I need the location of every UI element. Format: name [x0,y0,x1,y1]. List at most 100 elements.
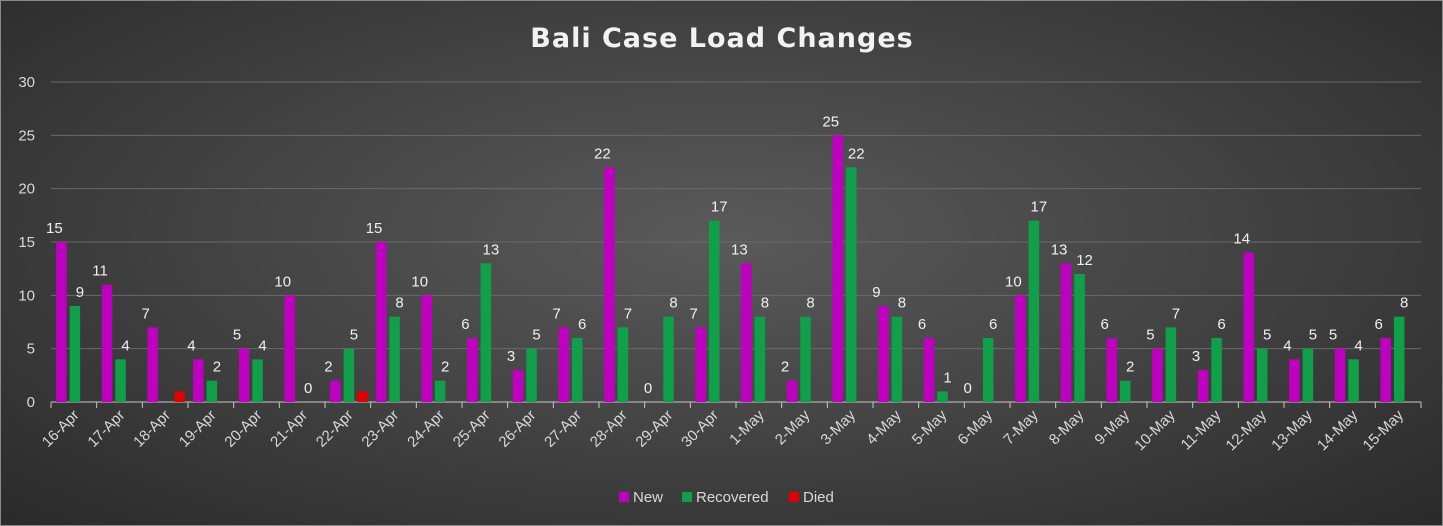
data-label: 6 [1217,316,1225,333]
y-tick-label: 25 [18,127,35,144]
bar-recovered [845,167,857,402]
bar-new [421,295,432,402]
x-tick-label: 14-May [1314,406,1362,454]
bar-new [1106,338,1117,402]
data-label: 0 [304,380,312,397]
x-tick-label: 28-Apr [587,407,631,451]
bar-new [1289,359,1300,402]
data-label: 5 [350,327,358,344]
y-tick-label: 15 [18,234,35,251]
data-label: 6 [578,316,586,333]
data-label: 9 [872,284,880,301]
data-label: 5 [1263,327,1271,344]
x-tick-label: 11-May [1178,406,1225,453]
data-label: 4 [258,337,266,354]
data-label: 10 [274,273,291,290]
bar-new [832,135,843,403]
bar-new [558,327,569,402]
data-label: 10 [411,273,428,290]
bar-new [1380,338,1391,402]
bar-new [101,284,113,402]
bar-recovered [571,338,583,402]
x-tick-label: 30-Apr [678,407,722,451]
data-label: 12 [1076,252,1093,269]
data-label: 8 [669,295,677,312]
data-label: 7 [553,305,561,322]
x-tick-label: 12-May [1223,406,1271,454]
x-tick-label: 16-Apr [39,407,83,451]
x-tick-label: 2-May [772,406,814,448]
legend-swatch-died [789,492,799,502]
data-label: 2 [441,359,449,376]
bar-recovered [1119,380,1131,402]
data-label: 5 [1146,327,1154,344]
bar-recovered [1165,327,1177,402]
bar-recovered [480,263,492,402]
x-tick-label: 20-Apr [221,407,265,451]
x-tick-label: 10-May [1131,406,1179,454]
bar-recovered [206,380,218,402]
bar-new [1060,263,1072,402]
bar-recovered [617,327,629,402]
legend-label-recovered: Recovered [696,489,769,506]
x-tick-label: 15-May [1360,406,1408,454]
bar-new [923,338,935,402]
bar-recovered [434,380,446,402]
bar-new [512,370,524,402]
bar-new [1015,295,1026,402]
bar-new [1197,370,1209,402]
y-tick-label: 10 [18,287,35,304]
x-axis-ticks: 16-Apr 17-Apr 18-Apr 19-Apr 20-Apr 21-Apr 22-A… [39,406,1408,454]
x-tick-label: 21-Apr [267,407,311,451]
data-label: 13 [731,241,748,258]
legend: New Recovered Died [619,489,834,506]
x-tick-label: 27-Apr [541,407,585,451]
bar-new [330,380,341,402]
data-label: 3 [1192,348,1200,365]
bar-recovered [252,359,263,402]
data-label: 2 [324,359,332,376]
bar-recovered [754,316,766,402]
bar-recovered [115,359,126,402]
bar-recovered [1074,274,1085,402]
bar-recovered [663,316,674,402]
bars [56,135,1405,403]
data-label: 0 [644,380,652,397]
bar-recovered [708,220,720,402]
legend-swatch-recovered [682,492,692,502]
data-label: 6 [461,316,469,333]
y-tick-label: 0 [27,394,35,411]
bar-new [56,242,67,402]
bar-died [174,391,185,402]
x-tick-label: 7-May [1000,406,1042,448]
data-label: 9 [76,284,84,301]
bar-new [786,380,798,402]
x-tick-label: 23-Apr [358,407,402,451]
bar-recovered [69,306,81,402]
bar-new [238,348,250,402]
data-labels: 1511745102151063722071322596010136531445… [46,113,1408,397]
y-tick-label: 5 [27,341,35,358]
x-tick-label: 29-Apr [632,407,676,451]
data-label: 1 [943,369,951,386]
legend-label-new: New [633,489,663,506]
data-label: 7 [1172,305,1180,322]
bar-recovered [343,348,355,402]
bar-died [357,391,368,402]
data-label: 2 [213,359,221,376]
bar-recovered [800,316,811,402]
bar-recovered [1393,316,1405,402]
x-tick-label: 17-Apr [84,407,128,451]
data-label: 11 [92,263,108,280]
data-label: 8 [1400,295,1408,312]
x-tick-label: 26-Apr [495,407,539,451]
bar-new [604,167,615,402]
data-label: 2 [781,359,789,376]
data-label: 8 [806,295,814,312]
data-label: 6 [989,316,997,333]
data-label: 22 [848,145,865,162]
data-label: 4 [121,337,129,354]
data-label: 17 [1031,199,1048,216]
data-label: 10 [1005,273,1022,290]
